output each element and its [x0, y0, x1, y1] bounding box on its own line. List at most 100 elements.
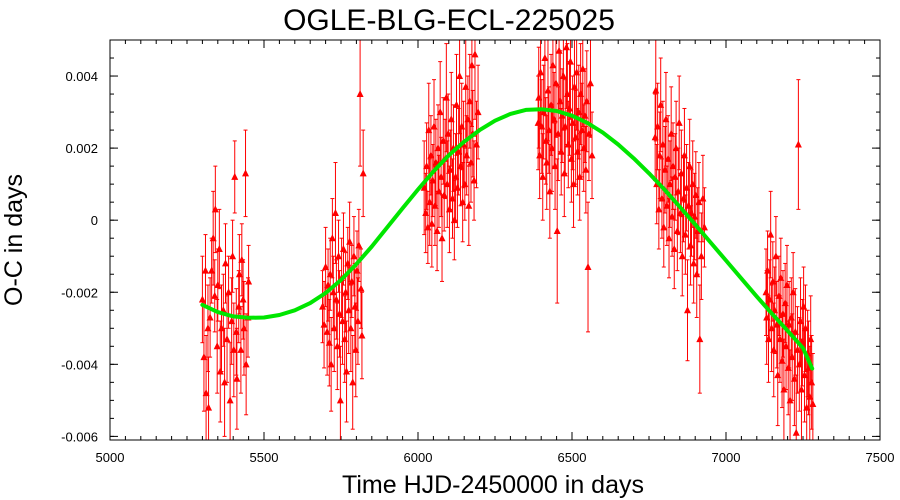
y-tick-label: -0.006 [61, 429, 98, 444]
data-point [453, 183, 461, 191]
data-point [536, 151, 544, 159]
data-point [427, 151, 435, 159]
data-point [679, 194, 687, 202]
data-point [216, 367, 224, 375]
data-point [233, 374, 241, 382]
data-point [213, 342, 221, 350]
data-point [450, 216, 458, 224]
fit-curve [200, 107, 815, 371]
data-point [433, 226, 441, 234]
data-point [572, 133, 580, 141]
data-point [358, 331, 366, 339]
data-point [444, 129, 452, 137]
data-point [771, 306, 779, 314]
data-point [769, 277, 777, 285]
data-point [553, 226, 561, 234]
data-point [551, 162, 559, 170]
y-axis: -0.006 -0.004 -0.002 0 0.002 0.004 [61, 57, 880, 444]
data-point [471, 50, 479, 58]
data-point [549, 61, 557, 69]
data-point [584, 263, 592, 271]
data-point [424, 223, 432, 231]
error-bars [200, 40, 815, 440]
data-point [425, 126, 433, 134]
data-point [426, 198, 434, 206]
data-point [332, 295, 340, 303]
data-point [542, 136, 550, 144]
data-point [468, 61, 476, 69]
data-point [541, 54, 549, 62]
data-point [442, 93, 450, 101]
data-point [695, 198, 703, 206]
data-point [462, 82, 470, 90]
data-point [235, 302, 243, 310]
data-point [465, 201, 473, 209]
data-point [550, 115, 558, 123]
x-tick-label: 5000 [96, 450, 125, 465]
data-point [223, 335, 231, 343]
data-point [443, 180, 451, 188]
data-point [217, 324, 225, 332]
data-point [778, 356, 786, 364]
data-point [786, 396, 794, 404]
data-point [201, 266, 209, 274]
data-point [232, 327, 240, 335]
data-point [242, 169, 250, 177]
data-point [320, 320, 328, 328]
data-point [560, 169, 568, 177]
data-point [473, 140, 481, 148]
data-point [555, 46, 563, 54]
data-point [789, 288, 797, 296]
data-point [773, 320, 781, 328]
data-point [676, 208, 684, 216]
data-point [211, 205, 219, 213]
data-point [765, 335, 773, 343]
data-point [766, 295, 774, 303]
data-point [686, 162, 694, 170]
data-point [762, 288, 770, 296]
data-point [803, 403, 811, 411]
data-point [319, 302, 327, 310]
data-point [466, 97, 474, 105]
data-point [434, 144, 442, 152]
data-point [763, 313, 771, 321]
data-point [535, 93, 543, 101]
data-point [673, 226, 681, 234]
data-point [547, 100, 555, 108]
data-point [228, 317, 236, 325]
data-point [797, 317, 805, 325]
data-point [801, 371, 809, 379]
data-point [672, 144, 680, 152]
data-point [558, 111, 566, 119]
data-point [665, 234, 673, 242]
data-point [652, 86, 660, 94]
data-point [214, 281, 222, 289]
data-point [776, 335, 784, 343]
data-point [324, 281, 332, 289]
data-point [331, 208, 339, 216]
data-point [566, 57, 574, 65]
data-point [658, 194, 666, 202]
data-point [575, 108, 583, 116]
data-point [544, 86, 552, 94]
data-point [680, 151, 688, 159]
data-point [678, 252, 686, 260]
chart-title: OGLE-BLG-ECL-225025 [283, 4, 615, 37]
data-point [543, 158, 551, 166]
data-point [782, 342, 790, 350]
data-point [667, 129, 675, 137]
data-point [437, 172, 445, 180]
data-point [339, 245, 347, 253]
x-tick-label: 5500 [250, 450, 279, 465]
data-point [359, 169, 367, 177]
data-point [559, 72, 567, 80]
data-point [226, 396, 234, 404]
data-point [456, 72, 464, 80]
data-point [436, 108, 444, 116]
data-point [657, 100, 665, 108]
data-point [781, 299, 789, 307]
x-axis-label: Time HJD-2450000 in days [342, 471, 644, 499]
data-points [198, 43, 817, 436]
data-point [669, 162, 677, 170]
